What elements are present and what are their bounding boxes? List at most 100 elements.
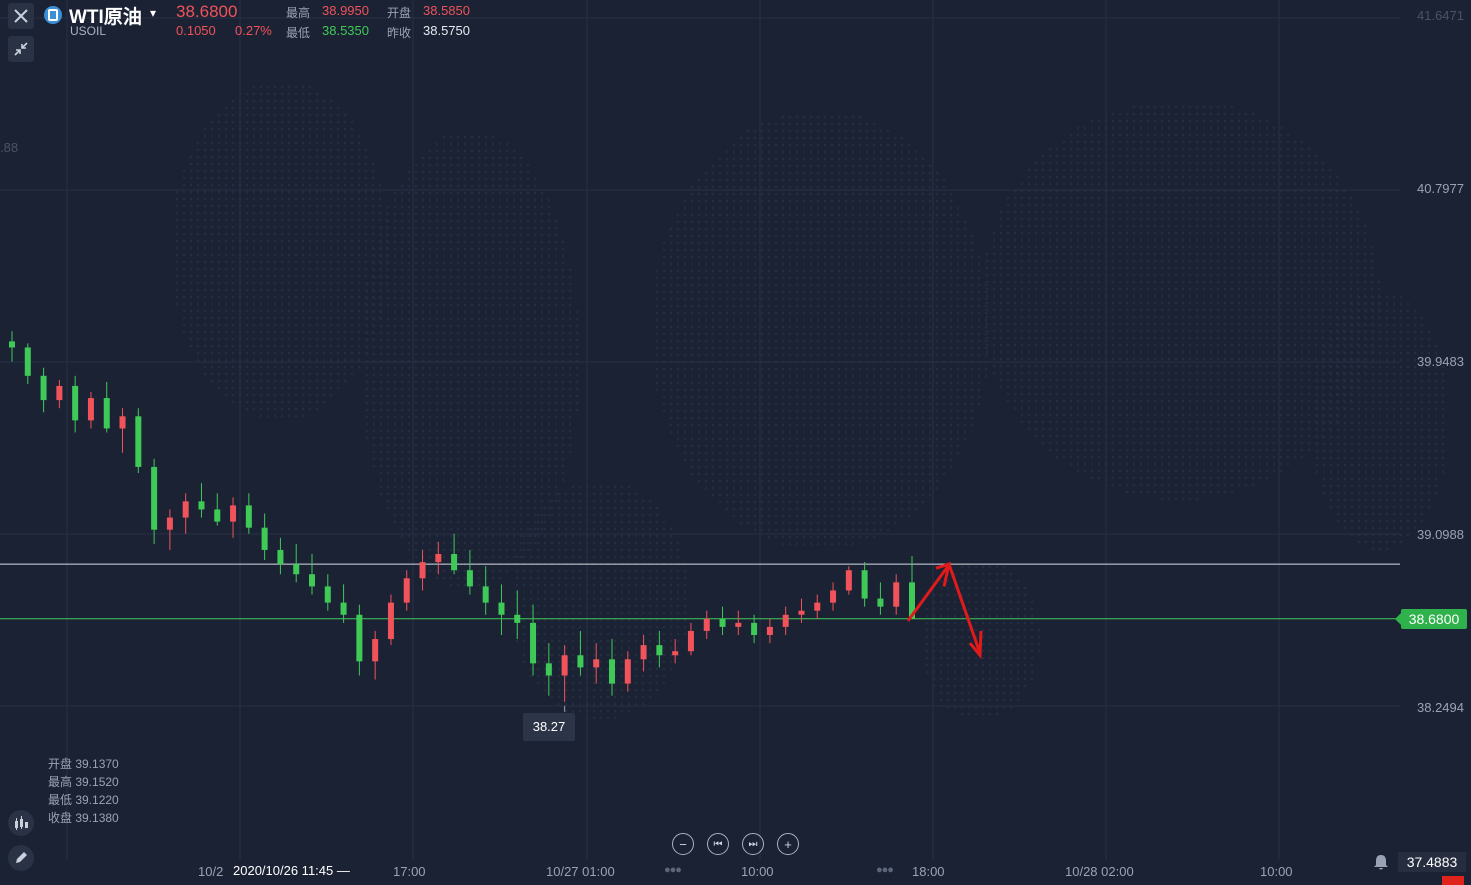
candle-body [261, 527, 268, 550]
time-axis-label: 18:00 [912, 864, 945, 879]
last-price: 38.6800 [176, 2, 238, 21]
prev-close-value: 38.5750 [423, 23, 470, 38]
candle-body [198, 501, 205, 510]
candle-body [40, 375, 47, 401]
candle-body [119, 416, 126, 429]
candle-body [593, 659, 600, 668]
price-axis-label: 39.0988 [1417, 527, 1464, 542]
oil-logo-icon [44, 6, 62, 24]
scroll-forward-button[interactable]: ⏭ [742, 833, 764, 855]
candle-body [372, 639, 379, 662]
low-value: 38.5350 [322, 23, 369, 38]
annotation-arrow-down [947, 563, 982, 654]
annotation-arrow-down-head [968, 630, 983, 660]
prev-close-label: 昨收 [387, 26, 412, 40]
time-axis-label: 10/2 [198, 864, 224, 879]
scroll-dots: ●●● [876, 864, 894, 876]
candle-body [672, 651, 679, 656]
candle-body [72, 385, 79, 421]
zoom-in-button[interactable]: + [777, 833, 799, 855]
candle-body [514, 614, 521, 623]
collapse-button[interactable] [8, 36, 34, 62]
scroll-back-button[interactable]: ⏮ [707, 833, 729, 855]
candle-body [214, 509, 221, 522]
candle-body [561, 655, 568, 676]
candle-body [861, 570, 868, 599]
candle-body [845, 570, 852, 591]
crosshair-time: 2020/10/26 11:45 — [229, 861, 354, 881]
low-price-marker: 38.27 [523, 713, 575, 741]
price-axis-label: 40.7977 [1417, 181, 1464, 196]
low-label: 最低 [286, 26, 311, 40]
candle-body [230, 505, 237, 522]
candle-body [87, 398, 94, 421]
time-axis-label: 10/28 02:00 [1065, 864, 1134, 879]
annotation-arrow-up [906, 565, 950, 622]
candle-body [545, 663, 552, 676]
candle-body [309, 574, 315, 587]
price-change-pct: 0.27% [235, 23, 272, 38]
candle-body [356, 614, 363, 662]
candle-body [24, 347, 31, 376]
candle-body [451, 554, 458, 571]
candle-body [340, 602, 347, 615]
candle-body [482, 586, 489, 603]
open-value: 38.5850 [423, 3, 470, 18]
candle-body [324, 586, 331, 603]
candle-body [624, 659, 631, 684]
legend-open: 开盘 39.1370 [48, 757, 119, 771]
scroll-dots: ●●● [664, 864, 682, 876]
candle-body [687, 630, 694, 652]
candle-body [466, 570, 473, 587]
price-axis-label-cut: .88 [0, 140, 19, 155]
candle-body [9, 341, 15, 348]
time-axis-label: 10:00 [741, 864, 774, 879]
candle-body [403, 578, 410, 603]
chevron-down-icon[interactable]: ▾ [150, 6, 157, 20]
close-button[interactable] [8, 3, 34, 29]
collapse-arrows-icon [14, 42, 28, 56]
candle-body [798, 610, 805, 615]
candle-body [751, 622, 758, 636]
candle-body [166, 517, 173, 530]
candle-body [577, 655, 584, 668]
indicator-button[interactable] [8, 810, 34, 836]
candlestick-indicator-icon [15, 816, 28, 830]
symbol-code: USOIL [70, 24, 107, 38]
draw-button[interactable] [8, 845, 34, 871]
open-label: 开盘 [387, 6, 412, 20]
candle-body [719, 618, 726, 627]
annotation-arrow-up-head [935, 561, 952, 587]
symbol-name[interactable]: WTI原油 [69, 7, 142, 28]
candle-body [814, 602, 821, 611]
legend-low: 最低 39.1220 [48, 793, 119, 807]
price-axis-label: 38.2494 [1417, 700, 1464, 715]
bell-icon[interactable] [1372, 853, 1390, 871]
high-value: 38.9950 [322, 3, 369, 18]
candle-body [877, 598, 884, 607]
candle-body [498, 602, 505, 615]
candle-body [245, 505, 252, 528]
candle-body [151, 466, 158, 530]
candle-body [277, 549, 284, 565]
time-axis-label: 17:00 [393, 864, 426, 879]
candle-body [387, 602, 394, 640]
candle-body [182, 501, 189, 518]
price-axis-label: 39.9483 [1417, 354, 1464, 369]
pencil-icon [16, 852, 27, 863]
legend-close: 收盘 39.1380 [48, 811, 119, 825]
time-axis-label: 10/27 01:00 [546, 864, 615, 879]
candle-body [735, 622, 742, 627]
candle-body [609, 659, 615, 684]
map-background [175, 85, 1445, 720]
candle-body [640, 645, 647, 660]
legend-high: 最高 39.1520 [48, 775, 119, 789]
candle-body [830, 590, 837, 603]
zoom-out-button[interactable]: − [672, 833, 694, 855]
candle-body [435, 554, 442, 563]
corner-marker [1442, 876, 1464, 885]
candle-body [419, 562, 426, 579]
candle-body [893, 582, 900, 607]
candle-body [766, 626, 773, 636]
